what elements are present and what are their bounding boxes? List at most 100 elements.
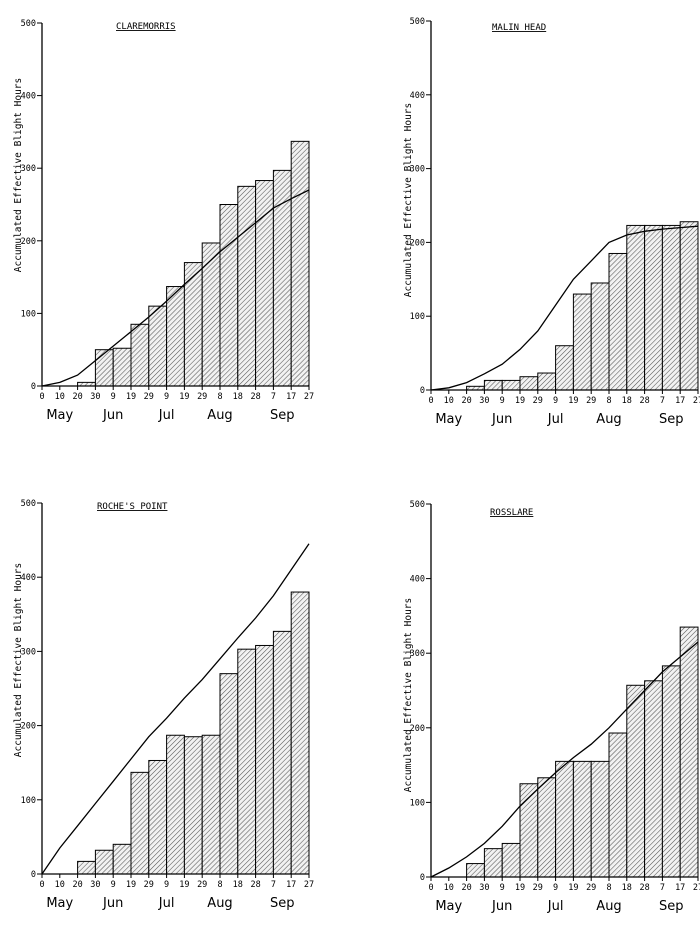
y-axis-label: Accumulated Effective Blight Hours — [403, 103, 414, 297]
x-tick-label: 0 — [428, 396, 433, 406]
x-tick-label: 29 — [586, 883, 596, 893]
bar — [94, 349, 114, 387]
bar — [219, 204, 239, 387]
month-label: Sep — [659, 899, 684, 914]
y-tick-label: 400 — [21, 92, 36, 102]
bar — [537, 372, 557, 391]
month-label: Jun — [491, 899, 512, 914]
x-tick-label: 27 — [304, 880, 314, 890]
chart-title: ROCHE'S POINT — [97, 502, 168, 512]
series-line — [430, 225, 699, 391]
x-tick-label: 20 — [72, 880, 82, 890]
bar — [112, 843, 132, 875]
x-tick-label: 8 — [606, 883, 611, 893]
bar — [183, 736, 203, 875]
bar — [255, 644, 274, 875]
bar — [590, 760, 610, 878]
month-label: Jul — [158, 896, 175, 911]
bar — [466, 863, 485, 878]
x-tick-label: 27 — [693, 396, 700, 406]
bar — [555, 345, 574, 391]
x-tick-label: 8 — [606, 396, 611, 406]
x-tick-label: 19 — [515, 396, 525, 406]
y-tick-label: 0 — [31, 382, 36, 392]
month-label: Jul — [547, 899, 564, 914]
x-tick-label: 7 — [660, 396, 665, 406]
y-tick-label: 400 — [410, 91, 425, 101]
bar — [501, 842, 521, 878]
y-tick-label: 200 — [410, 238, 425, 248]
x-tick-label: 28 — [250, 392, 260, 402]
x-tick-label: 29 — [533, 396, 543, 406]
y-tick-label: 100 — [410, 798, 425, 808]
bar — [679, 221, 699, 391]
y-tick-label: 200 — [21, 237, 36, 247]
x-tick-label: 29 — [144, 392, 154, 402]
x-tick-label: 28 — [250, 880, 260, 890]
x-tick-label: 18 — [622, 883, 632, 893]
bar — [626, 224, 646, 391]
x-tick-label: 28 — [639, 883, 649, 893]
x-tick-label: 27 — [304, 392, 314, 402]
x-tick-label: 20 — [461, 396, 471, 406]
bar — [483, 379, 503, 391]
bar — [644, 224, 663, 391]
x-tick-label: 29 — [197, 880, 207, 890]
y-tick-label: 0 — [420, 873, 425, 883]
x-tick-label: 17 — [286, 392, 296, 402]
x-tick-label: 27 — [693, 883, 700, 893]
y-tick-label: 100 — [21, 309, 36, 319]
x-tick-label: 29 — [144, 880, 154, 890]
bar — [148, 759, 168, 875]
bar — [644, 680, 663, 878]
x-tick-label: 18 — [233, 392, 243, 402]
bar — [77, 860, 96, 875]
chart-title: CLAREMORRIS — [116, 22, 176, 32]
y-tick-label: 0 — [420, 386, 425, 396]
month-label: Jul — [547, 412, 564, 427]
bar — [166, 734, 185, 875]
y-axis-label: Accumulated Effective Blight Hours — [403, 598, 414, 792]
x-tick-label: 0 — [39, 880, 44, 890]
x-tick-label: 9 — [111, 880, 116, 890]
x-tick-label: 30 — [90, 880, 100, 890]
x-tick-label: 8 — [217, 392, 222, 402]
bar — [290, 140, 310, 387]
month-label: Aug — [207, 896, 232, 911]
x-tick-label: 0 — [39, 392, 44, 402]
month-label: May — [46, 896, 73, 911]
x-tick-label: 30 — [90, 392, 100, 402]
bar — [626, 684, 646, 878]
x-tick-label: 19 — [568, 396, 578, 406]
bar — [661, 224, 681, 391]
month-label: Sep — [659, 412, 684, 427]
x-tick-label: 28 — [639, 396, 649, 406]
month-label: May — [435, 412, 462, 427]
x-tick-label: 0 — [428, 883, 433, 893]
y-tick-label: 300 — [21, 164, 36, 174]
y-tick-label: 500 — [21, 499, 36, 509]
x-tick-label: 29 — [533, 883, 543, 893]
month-label: May — [435, 899, 462, 914]
y-tick-label: 300 — [410, 649, 425, 659]
x-tick-label: 10 — [55, 880, 65, 890]
bar — [201, 734, 221, 875]
x-tick-label: 10 — [55, 392, 65, 402]
x-tick-label: 9 — [500, 883, 505, 893]
bar — [483, 848, 503, 878]
series-line — [41, 189, 310, 387]
x-tick-label: 9 — [164, 392, 169, 402]
bar — [166, 286, 185, 387]
bar — [679, 626, 699, 878]
x-tick-label: 29 — [197, 392, 207, 402]
bar — [555, 760, 574, 878]
bar — [130, 323, 150, 387]
x-tick-label: 9 — [500, 396, 505, 406]
bar — [501, 379, 521, 391]
bar — [572, 760, 592, 878]
x-tick-label: 9 — [111, 392, 116, 402]
bar — [237, 648, 257, 875]
x-tick-label: 17 — [675, 883, 685, 893]
x-tick-label: 7 — [271, 392, 276, 402]
bar — [537, 777, 557, 878]
